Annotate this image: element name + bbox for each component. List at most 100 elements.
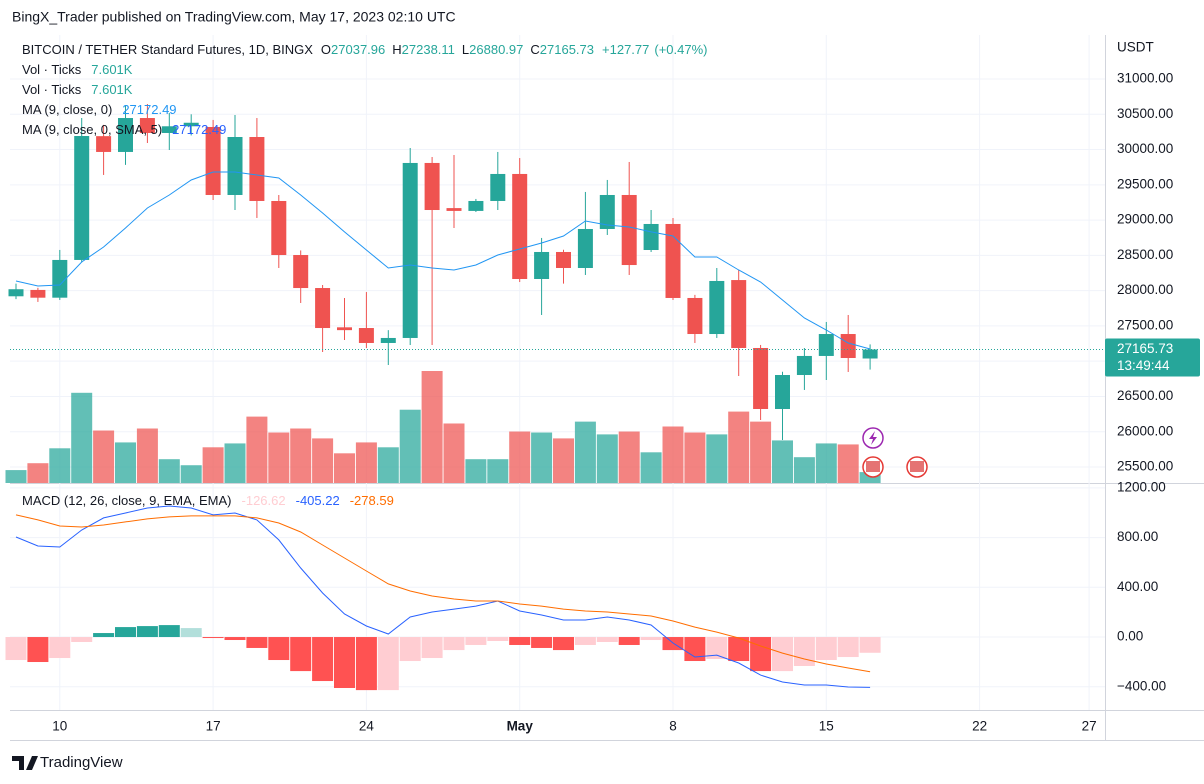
candle-body [577, 228, 593, 268]
legend-row: BITCOIN / TETHER Standard Futures, 1D, B… [22, 42, 708, 57]
candle-body [599, 194, 615, 229]
macd-histogram-bar [334, 637, 355, 688]
event-icon-glyph [910, 461, 924, 472]
candle-body [643, 223, 659, 251]
volume-bar [837, 444, 859, 483]
ohlc-prefix: H [392, 42, 401, 57]
candle-body [249, 137, 265, 201]
y-tick-label: 27500.00 [1117, 317, 1173, 332]
volume-bar [421, 371, 443, 483]
ma-line [15, 171, 871, 350]
macd-histogram-bar [377, 637, 399, 691]
macd-histogram-bar [115, 627, 136, 638]
volume-bar [334, 453, 355, 483]
volume-bar [640, 452, 662, 483]
volume-bar [290, 428, 312, 483]
macd-histogram-bar [224, 637, 246, 641]
candle-body [402, 162, 418, 338]
candle-body [380, 337, 396, 343]
plot [5, 103, 1105, 691]
macd-histogram-bar [772, 637, 793, 672]
macd-tick-label: 800.00 [1117, 529, 1158, 544]
candle-body [227, 137, 243, 195]
macd-histogram-bar [684, 637, 706, 662]
ohlc-value: 27238.11 [402, 42, 455, 57]
footer: TradingView [40, 754, 123, 771]
candle-body [424, 162, 440, 211]
volume-bar [596, 434, 618, 483]
macd-tick-label: 0.00 [1117, 629, 1143, 644]
macd-histogram-bar [136, 626, 158, 638]
volume-bar [246, 416, 268, 483]
macd-legend-title: MACD (12, 26, close, 9, EMA, EMA) [22, 493, 232, 508]
volume-bar [553, 438, 574, 483]
candle-body [183, 122, 199, 127]
macd-histogram-bar [312, 637, 334, 682]
last-price-box [1105, 338, 1200, 377]
x-tick-label: 24 [359, 719, 375, 734]
candle-body [731, 280, 747, 348]
candle-body [534, 251, 550, 279]
macd-legend-value: -278.59 [350, 493, 394, 508]
volume-bar [465, 459, 487, 483]
macd-histogram-bar [202, 637, 224, 639]
volume-bar [684, 432, 706, 483]
macd-histogram-bar [246, 637, 268, 648]
macd-tick-label: 1200.00 [1117, 479, 1166, 494]
y-tick-label: 26500.00 [1117, 388, 1173, 403]
macd-histogram-bar [531, 637, 553, 648]
macd-histogram-bar [93, 633, 115, 638]
macd-histogram-bar [640, 637, 662, 641]
ma-legend-value: 27172.49 [172, 122, 226, 137]
volume-bar [706, 434, 728, 483]
ohlc-value: 27037.96 [331, 42, 385, 57]
x-tick-label: 8 [669, 719, 677, 734]
event-icons [862, 427, 928, 478]
ma-legend-name: MA (9, close, 0) [22, 102, 112, 117]
candle-body [709, 280, 725, 335]
volume-bar [5, 470, 27, 483]
x-tick-label: May [507, 719, 534, 734]
candle-body [271, 200, 287, 256]
macd-histogram-bar [596, 637, 618, 642]
x-tick-label: 10 [52, 719, 67, 734]
ma-legend-name: MA (9, close, 0, SMA, 5) [22, 122, 162, 137]
macd-histogram-bar [158, 625, 180, 638]
volume-bar [115, 442, 136, 483]
macd-histogram-bar [421, 637, 443, 659]
macd-tick-label: 400.00 [1117, 579, 1158, 594]
y-tick-label: 29500.00 [1117, 176, 1173, 191]
event-icon-glyph [866, 461, 880, 472]
volume-legend-value: 7.601K [91, 62, 133, 77]
legend-row: Vol · Ticks 7.601K [22, 82, 133, 97]
candle-body [8, 289, 24, 297]
price-axis-unit: USDT [1117, 40, 1154, 55]
volume-bar [750, 421, 772, 483]
macd-histogram-bar [750, 637, 772, 672]
ohlc-prefix: L [462, 42, 469, 57]
volume-bar [268, 432, 290, 483]
volume-bar [728, 411, 750, 483]
legend-row: MACD (12, 26, close, 9, EMA, EMA) -126.62… [22, 493, 394, 508]
candle-body [118, 118, 133, 152]
macd-histogram-bar [443, 637, 465, 651]
y-tick-label: 26000.00 [1117, 423, 1173, 438]
y-tick-label: 30500.00 [1117, 106, 1173, 121]
header: BingX_Trader published on TradingView.co… [12, 9, 456, 25]
macd-histogram-bar [71, 637, 93, 642]
macd-legend-value: -405.22 [296, 493, 340, 508]
logo-mark [12, 756, 38, 770]
legend-title: BITCOIN / TETHER Standard Futures, 1D, B… [22, 42, 313, 57]
volume-bar [202, 447, 224, 483]
candle-body [468, 200, 484, 211]
candle-body [490, 173, 506, 201]
candle-body [621, 194, 637, 266]
macd-histogram-bar [837, 637, 859, 658]
macd-histogram-bar [728, 637, 750, 662]
candle-body [818, 334, 834, 356]
macd-histogram-bar [49, 637, 71, 659]
macd-histogram-bar [553, 637, 574, 651]
candle-body [52, 259, 68, 298]
volume-bar [355, 442, 377, 483]
